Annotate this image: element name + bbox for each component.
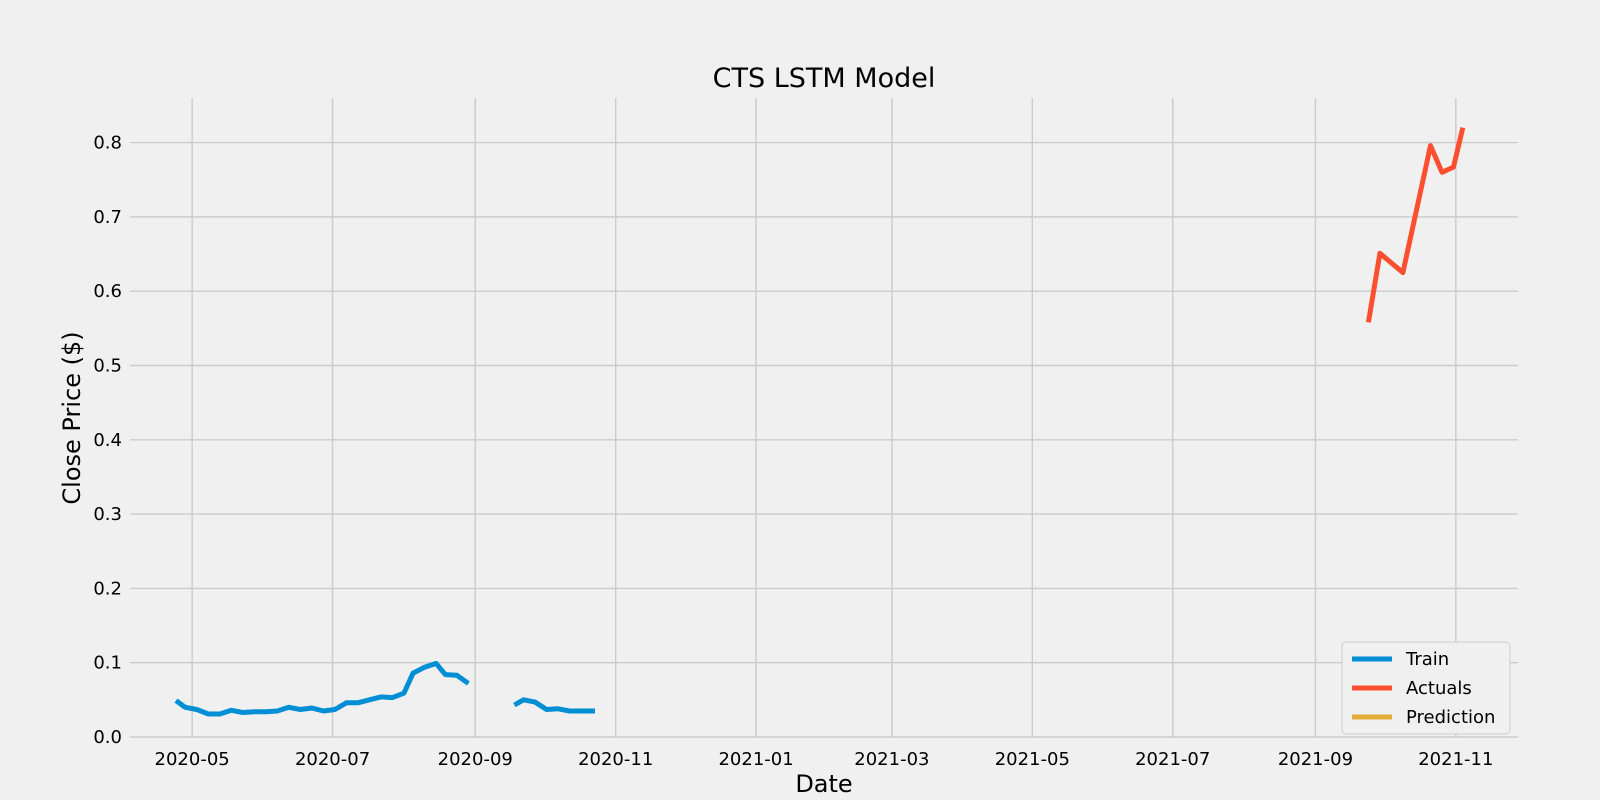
x-tick-label: 2020-09: [438, 749, 513, 770]
x-tick-label: 2021-11: [1418, 749, 1493, 770]
train-series-line: [513, 697, 595, 714]
x-tick-label: 2021-05: [995, 749, 1070, 770]
y-tick-label: 0.1: [93, 653, 122, 674]
x-tick-label: 2021-09: [1278, 749, 1353, 770]
y-tick-label: 0.5: [93, 355, 122, 376]
y-tick-label: 0.8: [93, 133, 122, 154]
legend-label-prediction: Prediction: [1406, 707, 1495, 728]
y-axis-ticks: 0.0 0.1 0.2 0.3 0.4 0.5 0.6 0.7 0.8: [93, 133, 122, 748]
chart-title: CTS LSTM Model: [713, 63, 936, 94]
x-tick-label: 2020-07: [295, 749, 370, 770]
grid: [130, 98, 1518, 738]
y-tick-label: 0.2: [93, 578, 122, 599]
y-tick-label: 0.6: [93, 281, 122, 302]
x-tick-label: 2021-03: [854, 749, 929, 770]
y-tick-label: 0.4: [93, 430, 122, 451]
y-tick-label: 0.0: [93, 727, 122, 748]
x-axis-label: Date: [795, 770, 852, 798]
x-tick-label: 2021-07: [1135, 749, 1210, 770]
train-series-line: [174, 660, 470, 717]
y-tick-label: 0.3: [93, 504, 122, 525]
x-axis-ticks: 2020-05 2020-07 2020-09 2020-11 2021-01 2021-…: [155, 749, 1494, 770]
legend-box: [1341, 641, 1511, 735]
x-tick-label: 2020-11: [578, 749, 653, 770]
x-tick-label: 2021-01: [718, 749, 793, 770]
plot-series: [174, 127, 1466, 717]
legend-label-train: Train: [1405, 649, 1449, 670]
y-tick-label: 0.7: [93, 207, 122, 228]
actuals-series-line: [1365, 127, 1466, 323]
legend: Train Actuals Prediction: [1341, 641, 1511, 735]
x-tick-label: 2020-05: [155, 749, 230, 770]
y-axis-label: Close Price ($): [58, 331, 86, 504]
legend-label-actuals: Actuals: [1406, 678, 1472, 699]
